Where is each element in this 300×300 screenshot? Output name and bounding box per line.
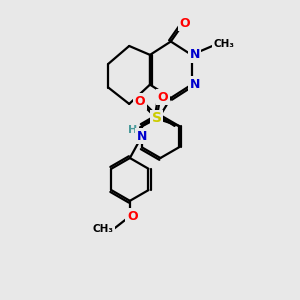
Text: CH₃: CH₃ bbox=[93, 224, 114, 234]
Text: CH₃: CH₃ bbox=[213, 40, 234, 50]
Text: N: N bbox=[136, 130, 147, 143]
Text: H: H bbox=[128, 125, 137, 135]
Text: N: N bbox=[189, 48, 200, 62]
Text: S: S bbox=[152, 112, 162, 125]
Text: O: O bbox=[179, 16, 190, 30]
Text: N: N bbox=[189, 78, 200, 91]
Text: O: O bbox=[158, 91, 169, 103]
Text: O: O bbox=[127, 210, 138, 223]
Text: O: O bbox=[134, 95, 145, 108]
